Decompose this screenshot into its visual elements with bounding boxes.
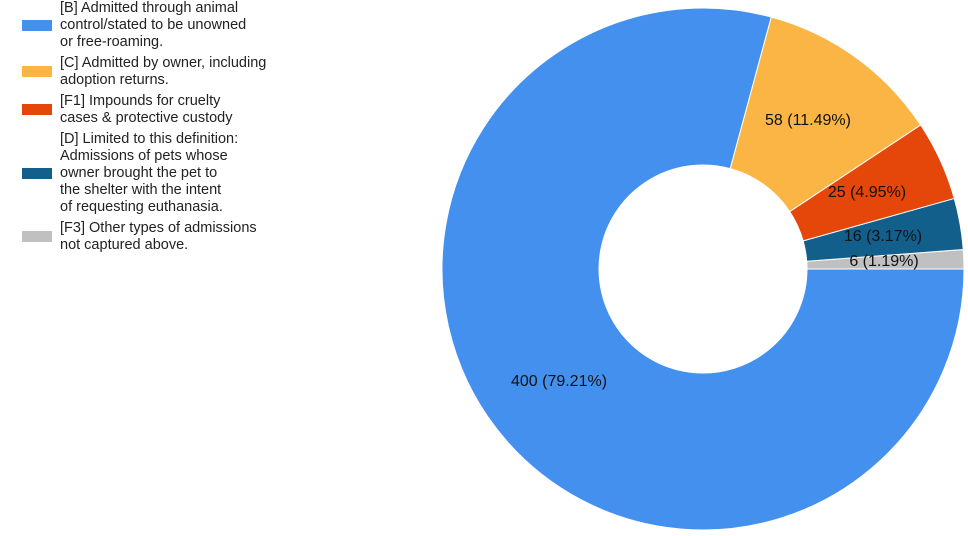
- legend-item-b: [B] Admitted through animal control/state…: [18, 0, 308, 51]
- legend-swatch-d: [22, 167, 52, 179]
- legend-swatch-f3: [22, 231, 52, 242]
- legend-swatch-c: [22, 66, 52, 77]
- legend-swatch-b: [22, 19, 52, 31]
- legend-label-f1: [F1] Impounds for cruelty cases & protect…: [60, 93, 233, 126]
- chart-legend: [B] Admitted through animal control/state…: [18, 0, 308, 258]
- slice-label-d: 16 (3.17%): [844, 228, 922, 245]
- legend-item-f1: [F1] Impounds for cruelty cases & protect…: [18, 93, 308, 127]
- slice-label-f3: 6 (1.19%): [849, 253, 918, 270]
- donut-slice-c: [729, 16, 922, 213]
- legend-label-d: [D] Limited to this definition: Admission…: [60, 131, 239, 215]
- legend-label-f3: [F3] Other types of admissions not captur…: [60, 220, 257, 253]
- slice-label-b: 400 (79.21%): [511, 373, 607, 390]
- donut-labels: 6 (1.19%) 16 (3.17%) 25 (4.95%) 58 (11.49%)…: [511, 112, 922, 390]
- donut-slices: [441, 7, 965, 531]
- legend-label-c: [C] Admitted by owner, including adoption…: [60, 55, 267, 88]
- legend-item-c: [C] Admitted by owner, including adoption…: [18, 55, 308, 89]
- slice-label-c: 58 (11.49%): [765, 112, 851, 129]
- donut-slice-b: [441, 7, 965, 531]
- legend-item-f3: [F3] Other types of admissions not captur…: [18, 220, 308, 254]
- legend-label-b: [B] Admitted through animal control/state…: [60, 0, 247, 50]
- legend-swatch-f1: [22, 104, 52, 115]
- slice-label-f1: 25 (4.95%): [828, 184, 906, 201]
- legend-item-d: [D] Limited to this definition: Admission…: [18, 131, 308, 216]
